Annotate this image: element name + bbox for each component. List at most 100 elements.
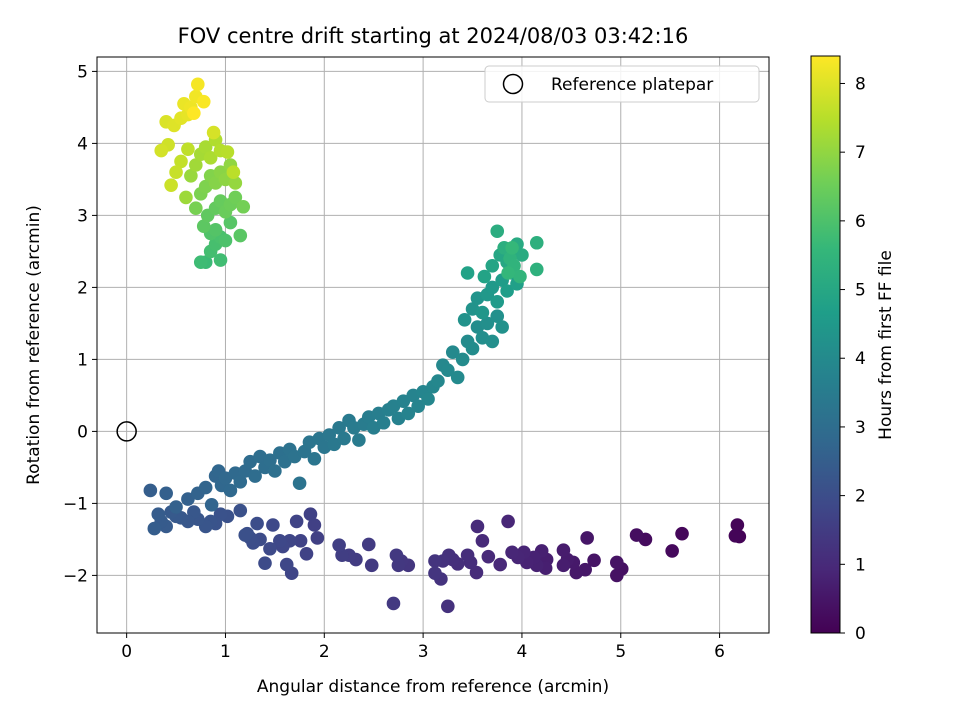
y-axis-ticks: −2 −1 0 1 2 3 4 5 — [63, 62, 97, 586]
x-tick-label: 3 — [418, 642, 429, 662]
data-point — [151, 507, 166, 521]
data-point — [263, 541, 277, 556]
data-point — [169, 500, 183, 514]
data-point — [303, 507, 318, 521]
data-point — [431, 374, 445, 388]
chart-title: FOV centre drift starting at 2024/08/03 … — [178, 24, 689, 48]
x-tick-label: 1 — [220, 642, 231, 662]
data-point — [213, 253, 228, 267]
data-point — [469, 565, 484, 580]
data-point — [455, 352, 470, 367]
data-point — [169, 165, 183, 179]
data-point — [556, 558, 571, 573]
data-point — [401, 406, 416, 421]
data-point — [481, 549, 496, 564]
data-point — [196, 219, 211, 233]
data-point — [164, 178, 178, 192]
colorbar-ticks: 0 1 2 3 4 5 6 7 8 — [840, 74, 866, 644]
data-point — [470, 519, 485, 534]
data-point — [327, 437, 341, 452]
colorbar-tick-label: 3 — [855, 418, 866, 438]
y-tick-label: 2 — [77, 278, 88, 298]
data-point — [477, 269, 492, 284]
data-point — [490, 309, 505, 324]
data-point — [187, 106, 201, 120]
data-point — [206, 125, 221, 140]
x-tick-label: 6 — [714, 642, 725, 662]
reference-point-marker — [116, 421, 137, 442]
y-tick-label: −2 — [63, 566, 88, 586]
data-point — [610, 555, 624, 570]
y-tick-label: 3 — [77, 206, 88, 226]
data-point — [337, 431, 351, 446]
data-point — [228, 176, 243, 190]
data-point — [266, 518, 280, 532]
data-point — [389, 548, 404, 563]
data-point — [159, 486, 173, 501]
data-point — [332, 421, 346, 435]
data-point — [179, 190, 193, 205]
data-point — [480, 316, 495, 331]
colorbar-tick-label: 2 — [855, 487, 866, 507]
data-point — [147, 521, 162, 536]
data-point — [198, 140, 213, 154]
data-point — [376, 415, 391, 430]
data-point — [610, 568, 624, 583]
data-point — [730, 518, 745, 532]
colorbar — [810, 55, 841, 634]
legend-entry-reference-platepar: Reference platepar — [551, 75, 713, 95]
x-tick-label: 4 — [517, 642, 528, 662]
data-point — [174, 154, 188, 169]
data-point — [289, 514, 304, 529]
x-axis-ticks: 0 1 2 3 4 5 6 — [121, 633, 725, 662]
data-point — [495, 320, 509, 334]
data-point — [191, 77, 205, 92]
data-point — [233, 228, 248, 243]
y-tick-label: 5 — [77, 62, 88, 82]
data-point — [332, 538, 346, 552]
data-point — [236, 199, 251, 214]
colorbar-tick-label: 0 — [855, 624, 866, 644]
data-point — [292, 476, 307, 491]
data-point — [501, 266, 515, 280]
data-point — [465, 341, 480, 356]
data-point — [143, 483, 158, 498]
legend-marker-icon — [502, 73, 524, 95]
data-point — [248, 469, 262, 483]
data-point — [204, 498, 219, 512]
data-point — [485, 280, 500, 295]
x-tick-label: 0 — [121, 642, 132, 662]
data-point — [475, 305, 490, 320]
colorbar-tick-label: 1 — [855, 555, 866, 575]
data-point — [505, 241, 519, 255]
y-tick-label: 4 — [77, 134, 88, 154]
colorbar-tick-label: 8 — [855, 74, 866, 94]
data-point — [386, 596, 401, 611]
data-point — [233, 503, 248, 518]
data-point — [203, 151, 218, 165]
data-point — [233, 475, 248, 489]
data-point — [220, 145, 235, 159]
data-point — [396, 394, 411, 408]
data-point — [208, 223, 223, 237]
data-point — [475, 534, 490, 548]
data-point — [223, 483, 238, 498]
data-point — [310, 531, 325, 545]
data-point — [361, 537, 376, 552]
data-point — [268, 464, 282, 478]
data-point — [364, 558, 379, 573]
colorbar-tick-label: 6 — [855, 212, 866, 232]
data-point — [441, 599, 455, 614]
data-point — [263, 453, 277, 468]
data-point — [189, 158, 203, 172]
data-point — [181, 142, 195, 156]
legend: Reference platepar — [484, 65, 760, 103]
data-point — [223, 215, 238, 230]
data-point — [556, 543, 571, 557]
grid — [97, 57, 769, 633]
data-point — [428, 566, 442, 581]
y-axis-label: Rotation from reference (arcmin) — [24, 205, 44, 485]
data-point — [580, 531, 594, 545]
data-point — [493, 557, 508, 572]
